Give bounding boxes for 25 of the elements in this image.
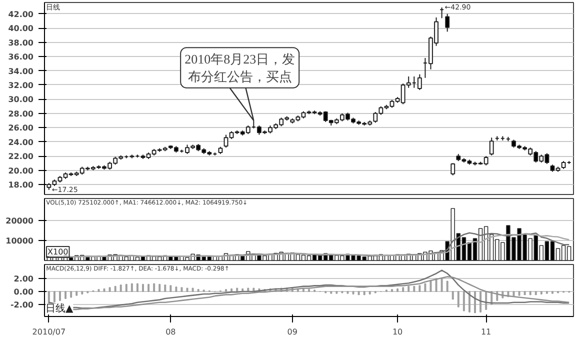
- y-tick-label: 30.00: [8, 95, 34, 104]
- y-tick-label: 20000: [6, 216, 34, 226]
- x-tick-label: 10: [392, 328, 403, 336]
- y-tick-label: 28.00: [8, 109, 34, 118]
- y-tick-label: 2.00: [14, 274, 34, 284]
- y-tick-label: 42.00: [8, 10, 34, 19]
- y-tick-label: 34.00: [8, 66, 34, 76]
- x-tick-label: 08: [166, 328, 176, 336]
- annotation: 2010年8月23日，发布分红公告，买点: [184, 52, 296, 84]
- x-tick-label: 09: [287, 328, 298, 336]
- y-tick-label: 22.00: [8, 152, 34, 162]
- x-tick-label: 11: [480, 328, 492, 336]
- y-tick-label: 36.00: [8, 52, 34, 62]
- y-tick-label: 20.00: [8, 166, 34, 176]
- y-tick-label: 10000: [6, 236, 34, 246]
- y-axis-title: X100: [48, 248, 68, 256]
- x-tick-label: 2010/07: [32, 328, 66, 336]
- y-tick-label: 18.00: [8, 180, 34, 190]
- y-tick-label: 24.00: [8, 138, 34, 147]
- y-tick-label: -2.00: [10, 300, 34, 310]
- y-tick-label: 38.00: [8, 38, 34, 48]
- y-tick-label: 32.00: [8, 80, 34, 90]
- y-tick-label: 0.00: [14, 287, 34, 296]
- y-tick-label: 26.00: [8, 124, 34, 133]
- y-tick-label: 40.00: [8, 24, 34, 34]
